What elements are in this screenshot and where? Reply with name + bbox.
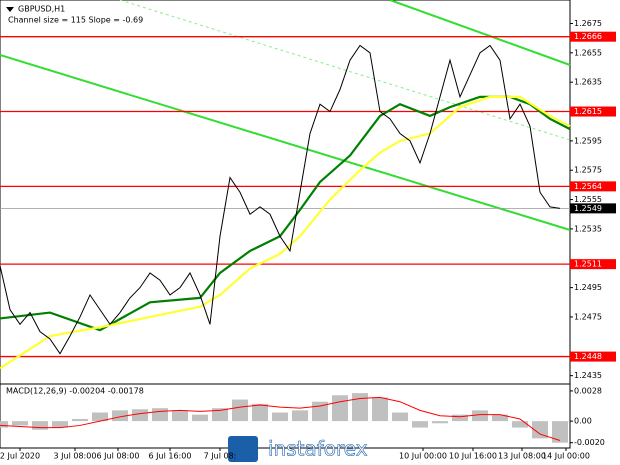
y-tick-label: 1.2655 — [574, 48, 602, 57]
logo-icon — [228, 436, 258, 462]
macd-bar — [272, 412, 288, 422]
y-tick-label: 1.2495 — [574, 283, 602, 292]
x-tick-label: 7 Jul 08: — [204, 452, 237, 461]
y-tick-label: 0.00 — [574, 417, 592, 426]
signal-line — [0, 396, 561, 442]
level-label-box — [570, 181, 616, 192]
price-line — [0, 44, 561, 355]
y-tick-label: 1.2475 — [574, 312, 602, 321]
macd-title: MACD(12,26,9) -0.00204 -0.00178 — [6, 387, 144, 396]
macd-bar — [12, 421, 28, 426]
macd-bar — [192, 414, 208, 422]
y-tick-label: 1.2595 — [574, 136, 602, 145]
level-label-box — [570, 106, 616, 117]
macd-bar — [452, 414, 468, 422]
macd-bar — [412, 421, 428, 428]
macd-bar — [372, 397, 388, 422]
x-tick-label: 2 Jul 2020 — [0, 452, 40, 461]
x-tick-label: 10 Jul 00:00 — [399, 452, 447, 461]
macd-bar — [152, 408, 168, 422]
level-label-box — [570, 351, 616, 362]
last-price-label: 1.2549 — [574, 204, 602, 213]
x-tick-label: 13 Jul 08:00 — [498, 452, 546, 461]
channel-line — [389, 0, 571, 66]
level-label: 1.2448 — [574, 352, 602, 361]
macd-bar — [552, 421, 568, 443]
x-tick-label: 3 Jul 08:00 — [54, 452, 97, 461]
macd-bar — [92, 412, 108, 422]
level-label-box — [570, 259, 616, 270]
macd-bar — [32, 421, 48, 430]
macd-bar — [132, 409, 148, 422]
data-layer — [0, 36, 571, 443]
y-tick-label: 1.2675 — [574, 19, 602, 28]
macd-bar — [0, 421, 8, 428]
y-tick-label: 1.2555 — [574, 195, 602, 204]
level-label: 1.2615 — [574, 107, 602, 116]
last-price-box — [570, 203, 616, 214]
y-tick-label: 1.2435 — [574, 371, 602, 380]
macd-bar — [52, 421, 68, 428]
level-label: 1.2666 — [574, 32, 602, 41]
y-tick-label: -0.0020 — [574, 438, 605, 447]
y-tick-label: 1.2535 — [574, 224, 602, 233]
y-tick-label: 1.2635 — [574, 78, 602, 87]
menu-arrow — [6, 7, 14, 12]
macd-bar — [432, 421, 448, 424]
y-tick-label: 1.2575 — [574, 166, 602, 175]
x-tick-label: 10 Jul 16:00 — [449, 452, 497, 461]
macd-bar — [292, 410, 308, 422]
price-line — [0, 95, 571, 370]
macd-bar — [492, 414, 508, 422]
x-tick-label: 6 Jul 16:00 — [149, 452, 192, 461]
x-tick-label: 14 Jul 00:00 — [542, 452, 590, 461]
y-tick-label: 0.0028 — [574, 386, 602, 395]
macd-bar — [472, 410, 488, 422]
level-label-box — [570, 31, 616, 42]
macd-bar — [352, 393, 368, 422]
macd-bar — [172, 410, 188, 422]
level-label: 1.2564 — [574, 182, 602, 191]
macd-bar — [232, 399, 248, 422]
channel-midline — [119, 0, 571, 141]
plot-frame — [0, 0, 571, 449]
macd-bar — [332, 395, 348, 422]
macd-bar — [112, 410, 128, 422]
x-tick-label: 6 Jul 08:00 — [97, 452, 140, 461]
macd-bar — [212, 408, 228, 422]
macd-bar — [532, 421, 548, 439]
channel-line — [0, 54, 571, 231]
macd-bar — [252, 403, 268, 422]
macd-bar — [512, 421, 528, 428]
macd-bar — [72, 418, 88, 422]
watermark: instaforex — [268, 437, 368, 461]
level-label: 1.2511 — [574, 260, 602, 269]
macd-bar — [392, 412, 408, 422]
chart-title: GBPUSD,H1 — [18, 5, 65, 14]
chart-subtitle: Channel size = 115 Slope = -0.69 — [8, 16, 143, 25]
